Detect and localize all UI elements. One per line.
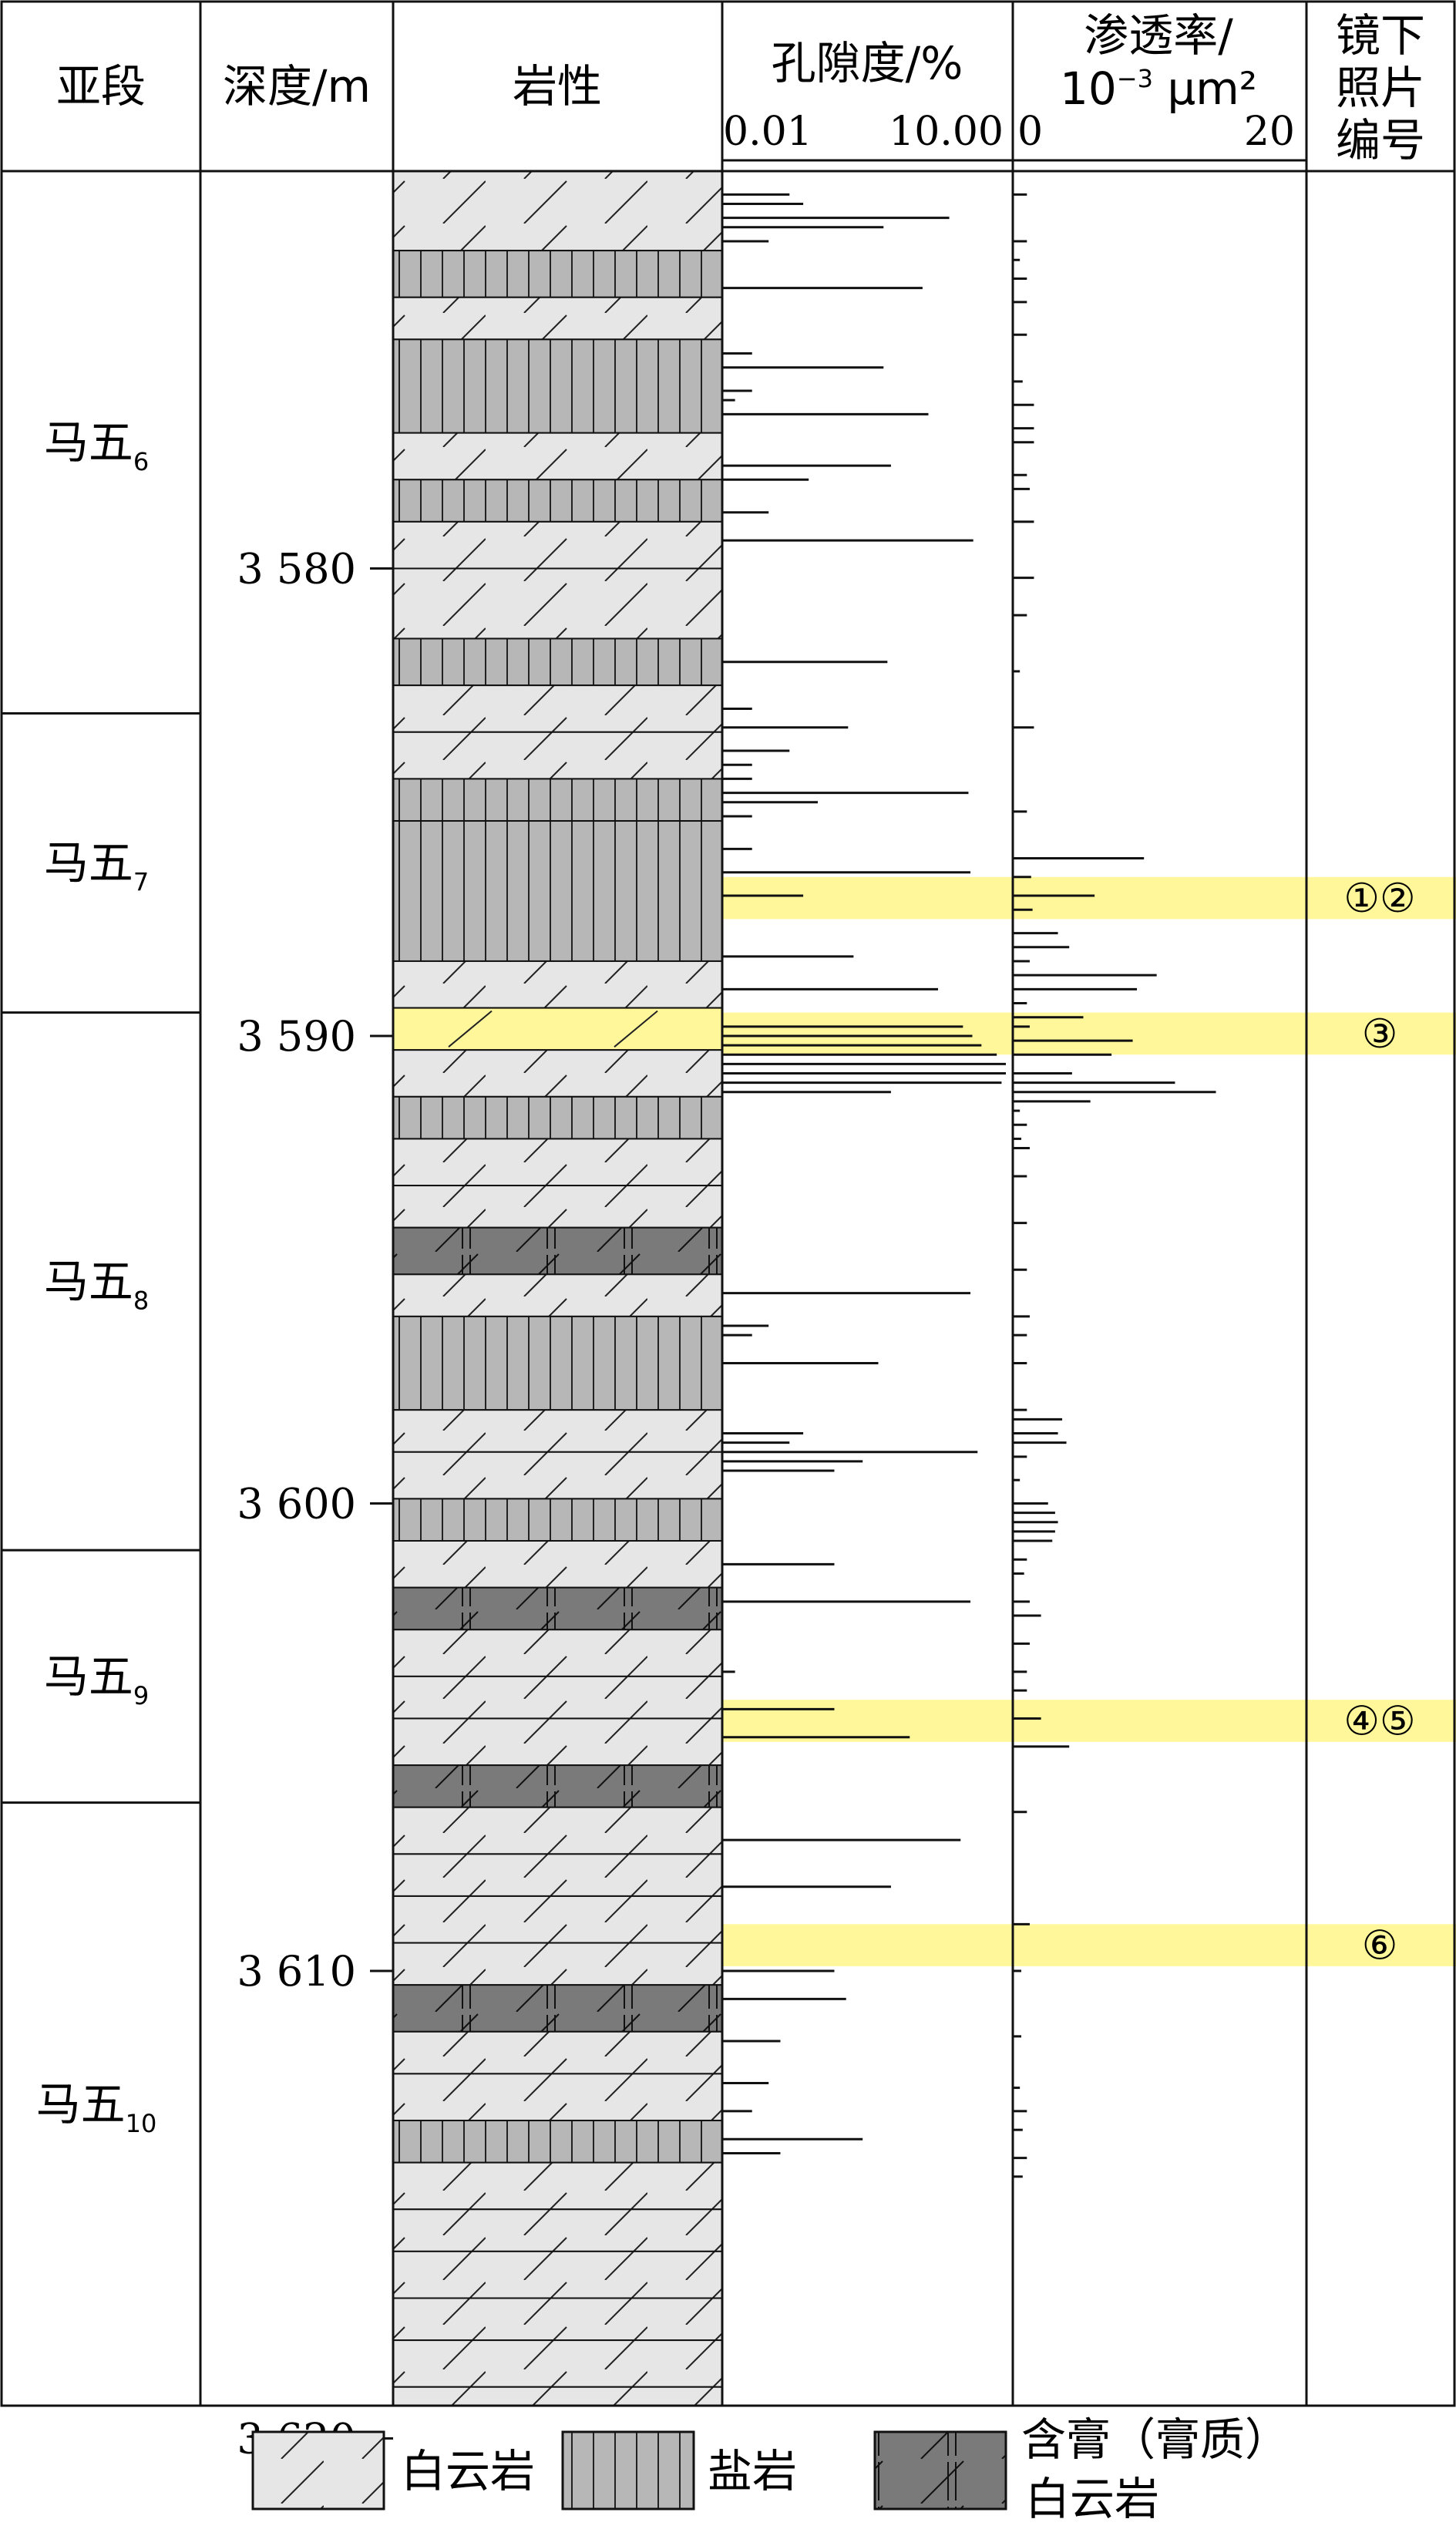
submember-column: 马五6 马五7 马五8 马五9 马五10 <box>2 416 200 2138</box>
perm-min-label: 0 <box>1017 109 1043 155</box>
header-perm-unit: 10−3 μm² <box>1060 62 1257 115</box>
lithology-layer-dolomite <box>392 170 723 252</box>
header-photo-3: 编号 <box>1336 114 1425 166</box>
photo-number-column: ①② ③ ④⑤ ⑥ <box>1343 876 1415 1969</box>
legend-swatch-salt <box>561 2430 695 2511</box>
lithology-layer-dolomite <box>392 731 723 780</box>
header-depth: 深度/m <box>223 60 371 113</box>
lithology-layer-dolomite <box>392 684 723 733</box>
lithology-layer-dolomite <box>392 2073 723 2122</box>
lithology-layer-dolomite <box>392 1049 723 1098</box>
header-submember: 亚段 <box>56 60 146 113</box>
lithology-layer-dolomite <box>392 296 723 341</box>
lithology-layer-dolomite <box>392 1138 723 1187</box>
lithology-layer-dolomite <box>392 1409 723 1453</box>
lithology-layer-dolomite <box>392 2030 723 2075</box>
lithology-layer-dolomite <box>392 1717 723 1767</box>
lithology-layer-gypsum-dolomite <box>392 1764 723 1808</box>
header-photo-1: 镜下 <box>1336 9 1425 62</box>
depth-tick-label: 3 590 <box>237 1012 356 1061</box>
lithology-layer-salt <box>392 250 723 298</box>
legend-label-dolomite: 白云岩 <box>401 2445 535 2497</box>
lithology-layer-salt <box>392 2120 723 2164</box>
lithology-layer-gypsum-dolomite <box>392 1586 723 1631</box>
legend-swatch-gypsum-dolomite <box>873 2430 1007 2511</box>
lithology-layer-salt <box>392 479 723 523</box>
submember-label: 马五8 <box>44 1255 149 1315</box>
header-perm-title: 渗透率/ <box>1084 9 1233 62</box>
legend: 白云岩 盐岩 含膏（膏质） 白云岩 <box>251 2413 1290 2525</box>
lithology-layer-dolomite <box>392 960 723 1009</box>
lithology-layer-dolomite <box>392 2297 723 2342</box>
lithology-layer-dolomite <box>392 1675 723 1720</box>
lithology-layer-dolomite <box>392 2386 723 2406</box>
lithology-layer-dolomite <box>392 1451 723 1500</box>
lithology-layer-dolomite <box>392 1273 723 1317</box>
lithology-layer-dolomite <box>392 1853 723 1897</box>
legend-swatch-dolomite <box>251 2430 385 2511</box>
porosity-curve <box>722 193 1006 2154</box>
lithology-layer-dolomite <box>392 1895 723 1944</box>
header-lithology: 岩性 <box>513 60 602 113</box>
lithology-layer-salt <box>392 637 723 687</box>
header-porosity-title: 孔隙度/% <box>772 37 963 89</box>
header-photo-2: 照片 <box>1336 62 1425 114</box>
lithology-layer-dolomite <box>392 1942 723 1986</box>
lithology-layer-dolomite <box>392 2161 723 2211</box>
lithology-layer-gypsum-dolomite <box>392 1984 723 2033</box>
lithology-layer-dolomite <box>392 1629 723 1677</box>
depth-tick-label: 3 580 <box>237 545 356 594</box>
photo-number-label: ①② <box>1343 876 1415 922</box>
lithology-layer-salt <box>392 1315 723 1411</box>
photo-number-label: ③ <box>1362 1011 1398 1058</box>
lithology-layer-salt <box>392 778 723 822</box>
permeability-curve <box>1013 193 1216 2178</box>
submember-label: 马五9 <box>44 1650 149 1710</box>
perm-max-label: 20 <box>1244 109 1295 155</box>
lithology-layer-dolomite <box>392 567 723 640</box>
depth-tick-label: 3 600 <box>237 1479 356 1528</box>
lithology-layer-dolomite <box>392 2208 723 2252</box>
lithology-layer-salt <box>392 1095 723 1140</box>
lithology-layer-dolomite <box>392 2339 723 2388</box>
photo-number-label: ④⑤ <box>1343 1698 1415 1744</box>
dolomite-hatch <box>448 1010 493 1048</box>
lithology-layer-dolomite <box>392 1185 723 1229</box>
table-frame <box>0 0 1456 2407</box>
depth-tick-label: 3 610 <box>237 1947 356 1996</box>
submember-label: 马五10 <box>36 2078 157 2138</box>
lithology-layer-dolomite <box>392 1806 723 1855</box>
porosity-min-label: 0.01 <box>723 109 812 155</box>
lithology-layer-dolomite <box>392 1007 723 1051</box>
lithology-layer-gypsum-dolomite <box>392 1226 723 1276</box>
lithology-layer-dolomite <box>392 432 723 481</box>
porosity-max-label: 10.00 <box>889 109 1004 155</box>
lithology-layer-salt <box>392 820 723 962</box>
lithology-layer-dolomite <box>392 1540 723 1589</box>
lithology-layer-salt <box>392 1498 723 1542</box>
submember-label: 马五7 <box>44 837 149 897</box>
legend-label-gypsum-1: 含膏（膏质） <box>1021 2413 1290 2466</box>
submember-label: 马五6 <box>44 416 149 476</box>
lithology-layer-dolomite <box>392 2250 723 2299</box>
photo-number-label: ⑥ <box>1362 1923 1398 1969</box>
legend-label-salt: 盐岩 <box>708 2445 797 2497</box>
lithology-layer-salt <box>392 338 723 434</box>
legend-label-gypsum-2: 白云岩 <box>1025 2473 1159 2525</box>
dolomite-hatch <box>614 1010 658 1048</box>
lithology-column <box>392 170 723 2406</box>
lithology-layer-dolomite <box>392 520 723 570</box>
